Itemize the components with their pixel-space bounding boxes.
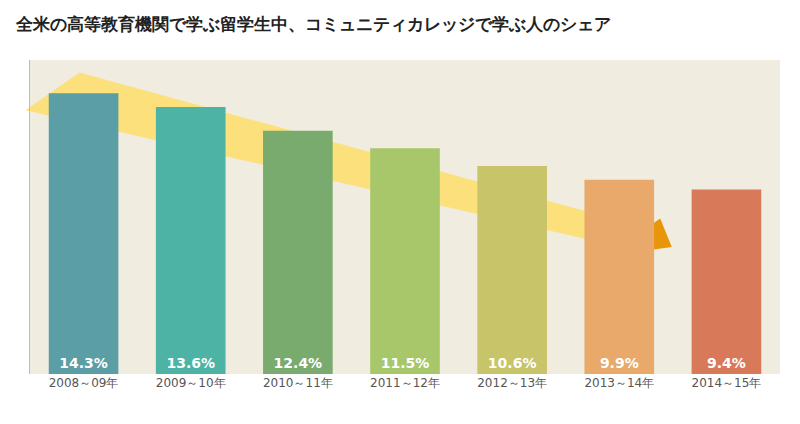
svg-text:10.6%: 10.6% xyxy=(488,355,537,371)
svg-text:2011～12年: 2011～12年 xyxy=(370,376,440,390)
svg-text:9.9%: 9.9% xyxy=(600,355,639,371)
svg-text:全米の高等教育機関で学ぶ留学生中、コミュニティカレッジで学ぶ: 全米の高等教育機関で学ぶ留学生中、コミュニティカレッジで学ぶ人のシェア xyxy=(15,14,611,34)
svg-text:2009～10年: 2009～10年 xyxy=(156,376,226,390)
svg-text:2012～13年: 2012～13年 xyxy=(477,376,547,390)
svg-text:13.6%: 13.6% xyxy=(166,355,215,371)
svg-text:2010～11年: 2010～11年 xyxy=(263,376,333,390)
svg-text:2013～14年: 2013～14年 xyxy=(584,376,654,390)
svg-text:12.4%: 12.4% xyxy=(274,355,323,371)
svg-text:14.3%: 14.3% xyxy=(59,355,108,371)
svg-text:2008～09年: 2008～09年 xyxy=(49,376,119,390)
svg-text:11.5%: 11.5% xyxy=(381,355,430,371)
svg-text:2014～15年: 2014～15年 xyxy=(692,376,762,390)
svg-text:9.4%: 9.4% xyxy=(707,355,746,371)
